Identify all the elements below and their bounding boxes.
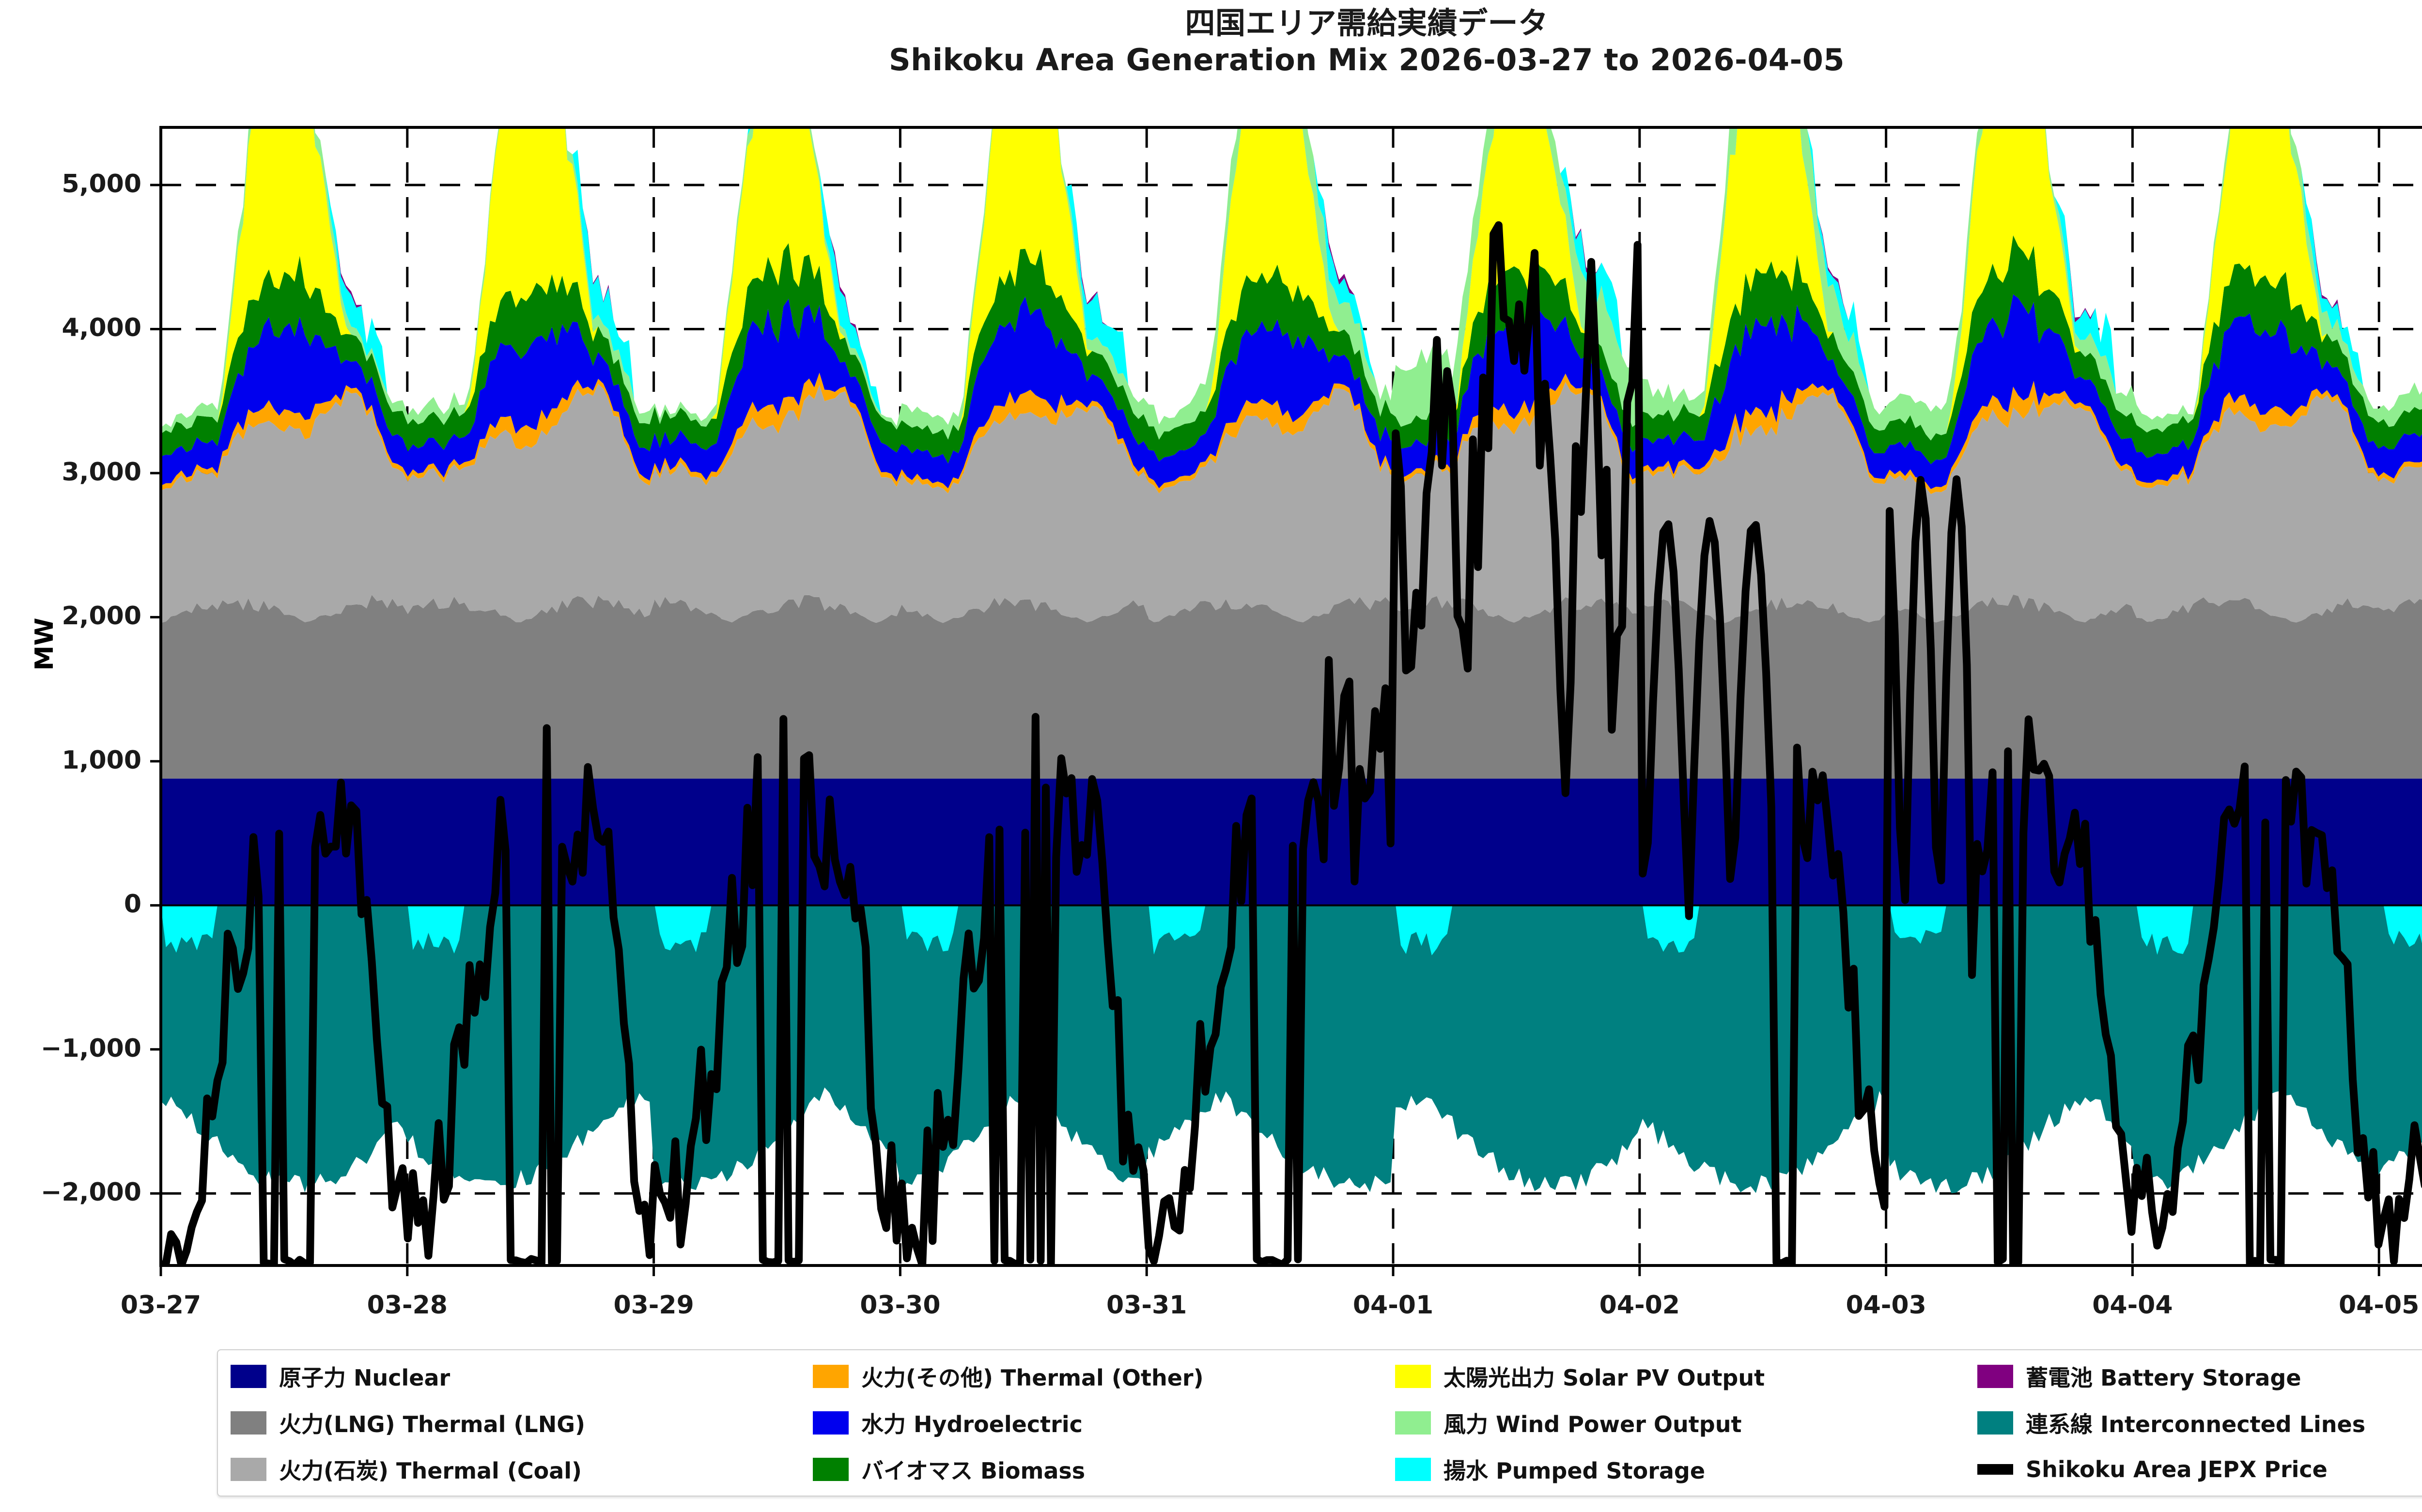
legend-item[interactable]: 連系線 Interconnected Lines — [1977, 1407, 2422, 1439]
legend-item-label: 原子力 Nuclear — [279, 1365, 450, 1391]
area-hydro — [161, 294, 2422, 489]
x-axis-tick-label: 04-03 — [1846, 1291, 1926, 1320]
interconnect-swatch — [1977, 1411, 2013, 1435]
hydro-swatch — [813, 1411, 849, 1435]
legend-item-label: 風力 Wind Power Output — [1444, 1411, 1742, 1437]
x-axis-tick-label: 03-30 — [860, 1291, 941, 1320]
y-axis-left-tick-label: 3,000 — [62, 457, 141, 487]
legend-item-label: Shikoku Area JEPX Price — [2026, 1456, 2328, 1482]
y-axis-left-tick-label: 2,000 — [62, 602, 141, 631]
legend-item[interactable]: 太陽光出力 Solar PV Output — [1395, 1360, 1977, 1392]
x-axis-tick-label: 03-28 — [367, 1291, 448, 1320]
legend-item[interactable]: 揚水 Pumped Storage — [1395, 1453, 1977, 1485]
y-axis-left-tick-label: −2,000 — [40, 1178, 141, 1207]
legend-item-label: 連系線 Interconnected Lines — [2026, 1411, 2366, 1437]
legend: 原子力 Nuclear 火力(その他) Thermal (Other) 太陽光出力 … — [217, 1349, 2422, 1497]
jepx-price-line — [161, 221, 2422, 1265]
area-solar — [161, 127, 2422, 441]
x-axis-tick-label: 04-02 — [1599, 1291, 1680, 1320]
legend-item[interactable]: Shikoku Area JEPX Price — [1977, 1456, 2422, 1482]
solar-swatch — [1395, 1365, 1431, 1388]
x-axis-tick-label: 04-04 — [2092, 1291, 2173, 1320]
pumped-swatch — [1395, 1458, 1431, 1481]
legend-item[interactable]: 火力(LNG) Thermal (LNG) — [231, 1407, 813, 1439]
thermal-other-swatch — [813, 1365, 849, 1388]
legend-item[interactable]: バイオマス Biomass — [813, 1453, 1395, 1485]
y-axis-left-tick-label: 5,000 — [62, 169, 141, 199]
price-line-swatch — [1977, 1464, 2013, 1475]
coal-swatch — [231, 1458, 266, 1481]
x-axis-tick-label: 03-27 — [120, 1291, 202, 1320]
battery-swatch — [1977, 1365, 2013, 1388]
area-thermal-other — [161, 372, 2422, 494]
legend-item-label: 蓄電池 Battery Storage — [2026, 1365, 2301, 1391]
lng-swatch — [231, 1411, 266, 1435]
axis-ticks — [150, 184, 2380, 1276]
y-axis-left-tick-label: 1,000 — [62, 745, 141, 775]
legend-item[interactable]: 原子力 Nuclear — [231, 1360, 813, 1392]
legend-item[interactable]: 火力(その他) Thermal (Other) — [813, 1360, 1395, 1392]
legend-item-label: 揚水 Pumped Storage — [1444, 1458, 1706, 1484]
x-axis-tick-label: 04-01 — [1352, 1291, 1434, 1320]
legend-item[interactable]: 蓄電池 Battery Storage — [1977, 1360, 2422, 1392]
area-thermal-coal — [161, 382, 2422, 623]
area-thermal-lng-dark — [161, 594, 2422, 779]
chart-title: 四国エリア需給実績データ Shikoku Area Generation Mix… — [0, 5, 2422, 78]
x-axis-tick-label: 03-31 — [1106, 1291, 1187, 1320]
area-nuclear — [161, 778, 2422, 906]
legend-item-label: バイオマス Biomass — [861, 1458, 1086, 1484]
legend-item-label: 火力(石炭) Thermal (Coal) — [279, 1458, 582, 1484]
legend-item-label: 火力(LNG) Thermal (LNG) — [279, 1411, 586, 1437]
legend-item[interactable]: 火力(石炭) Thermal (Coal) — [231, 1453, 813, 1485]
legend-item[interactable]: 水力 Hydroelectric — [813, 1407, 1395, 1439]
title-japanese: 四国エリア需給実績データ — [1185, 5, 1549, 41]
legend-item-label: 太陽光出力 Solar PV Output — [1444, 1365, 1765, 1391]
y-axis-left-tick-label: 0 — [124, 890, 141, 919]
title-english: Shikoku Area Generation Mix 2026-03-27 t… — [888, 42, 1845, 77]
area-wind — [161, 127, 2422, 441]
area-biomass — [161, 235, 2422, 464]
y-axis-left-tick-label: −1,000 — [40, 1034, 141, 1063]
x-axis-tick-label: 04-05 — [2339, 1291, 2420, 1320]
wind-swatch — [1395, 1411, 1431, 1435]
y-axis-left-tick-label: 4,000 — [62, 313, 141, 343]
biomass-swatch — [813, 1458, 849, 1481]
nuclear-swatch — [231, 1365, 266, 1388]
legend-item-label: 水力 Hydroelectric — [861, 1411, 1083, 1437]
legend-item[interactable]: 風力 Wind Power Output — [1395, 1407, 1977, 1439]
price-line — [161, 221, 2422, 1265]
legend-item-label: 火力(その他) Thermal (Other) — [861, 1365, 1204, 1391]
x-axis-tick-label: 03-29 — [613, 1291, 694, 1320]
